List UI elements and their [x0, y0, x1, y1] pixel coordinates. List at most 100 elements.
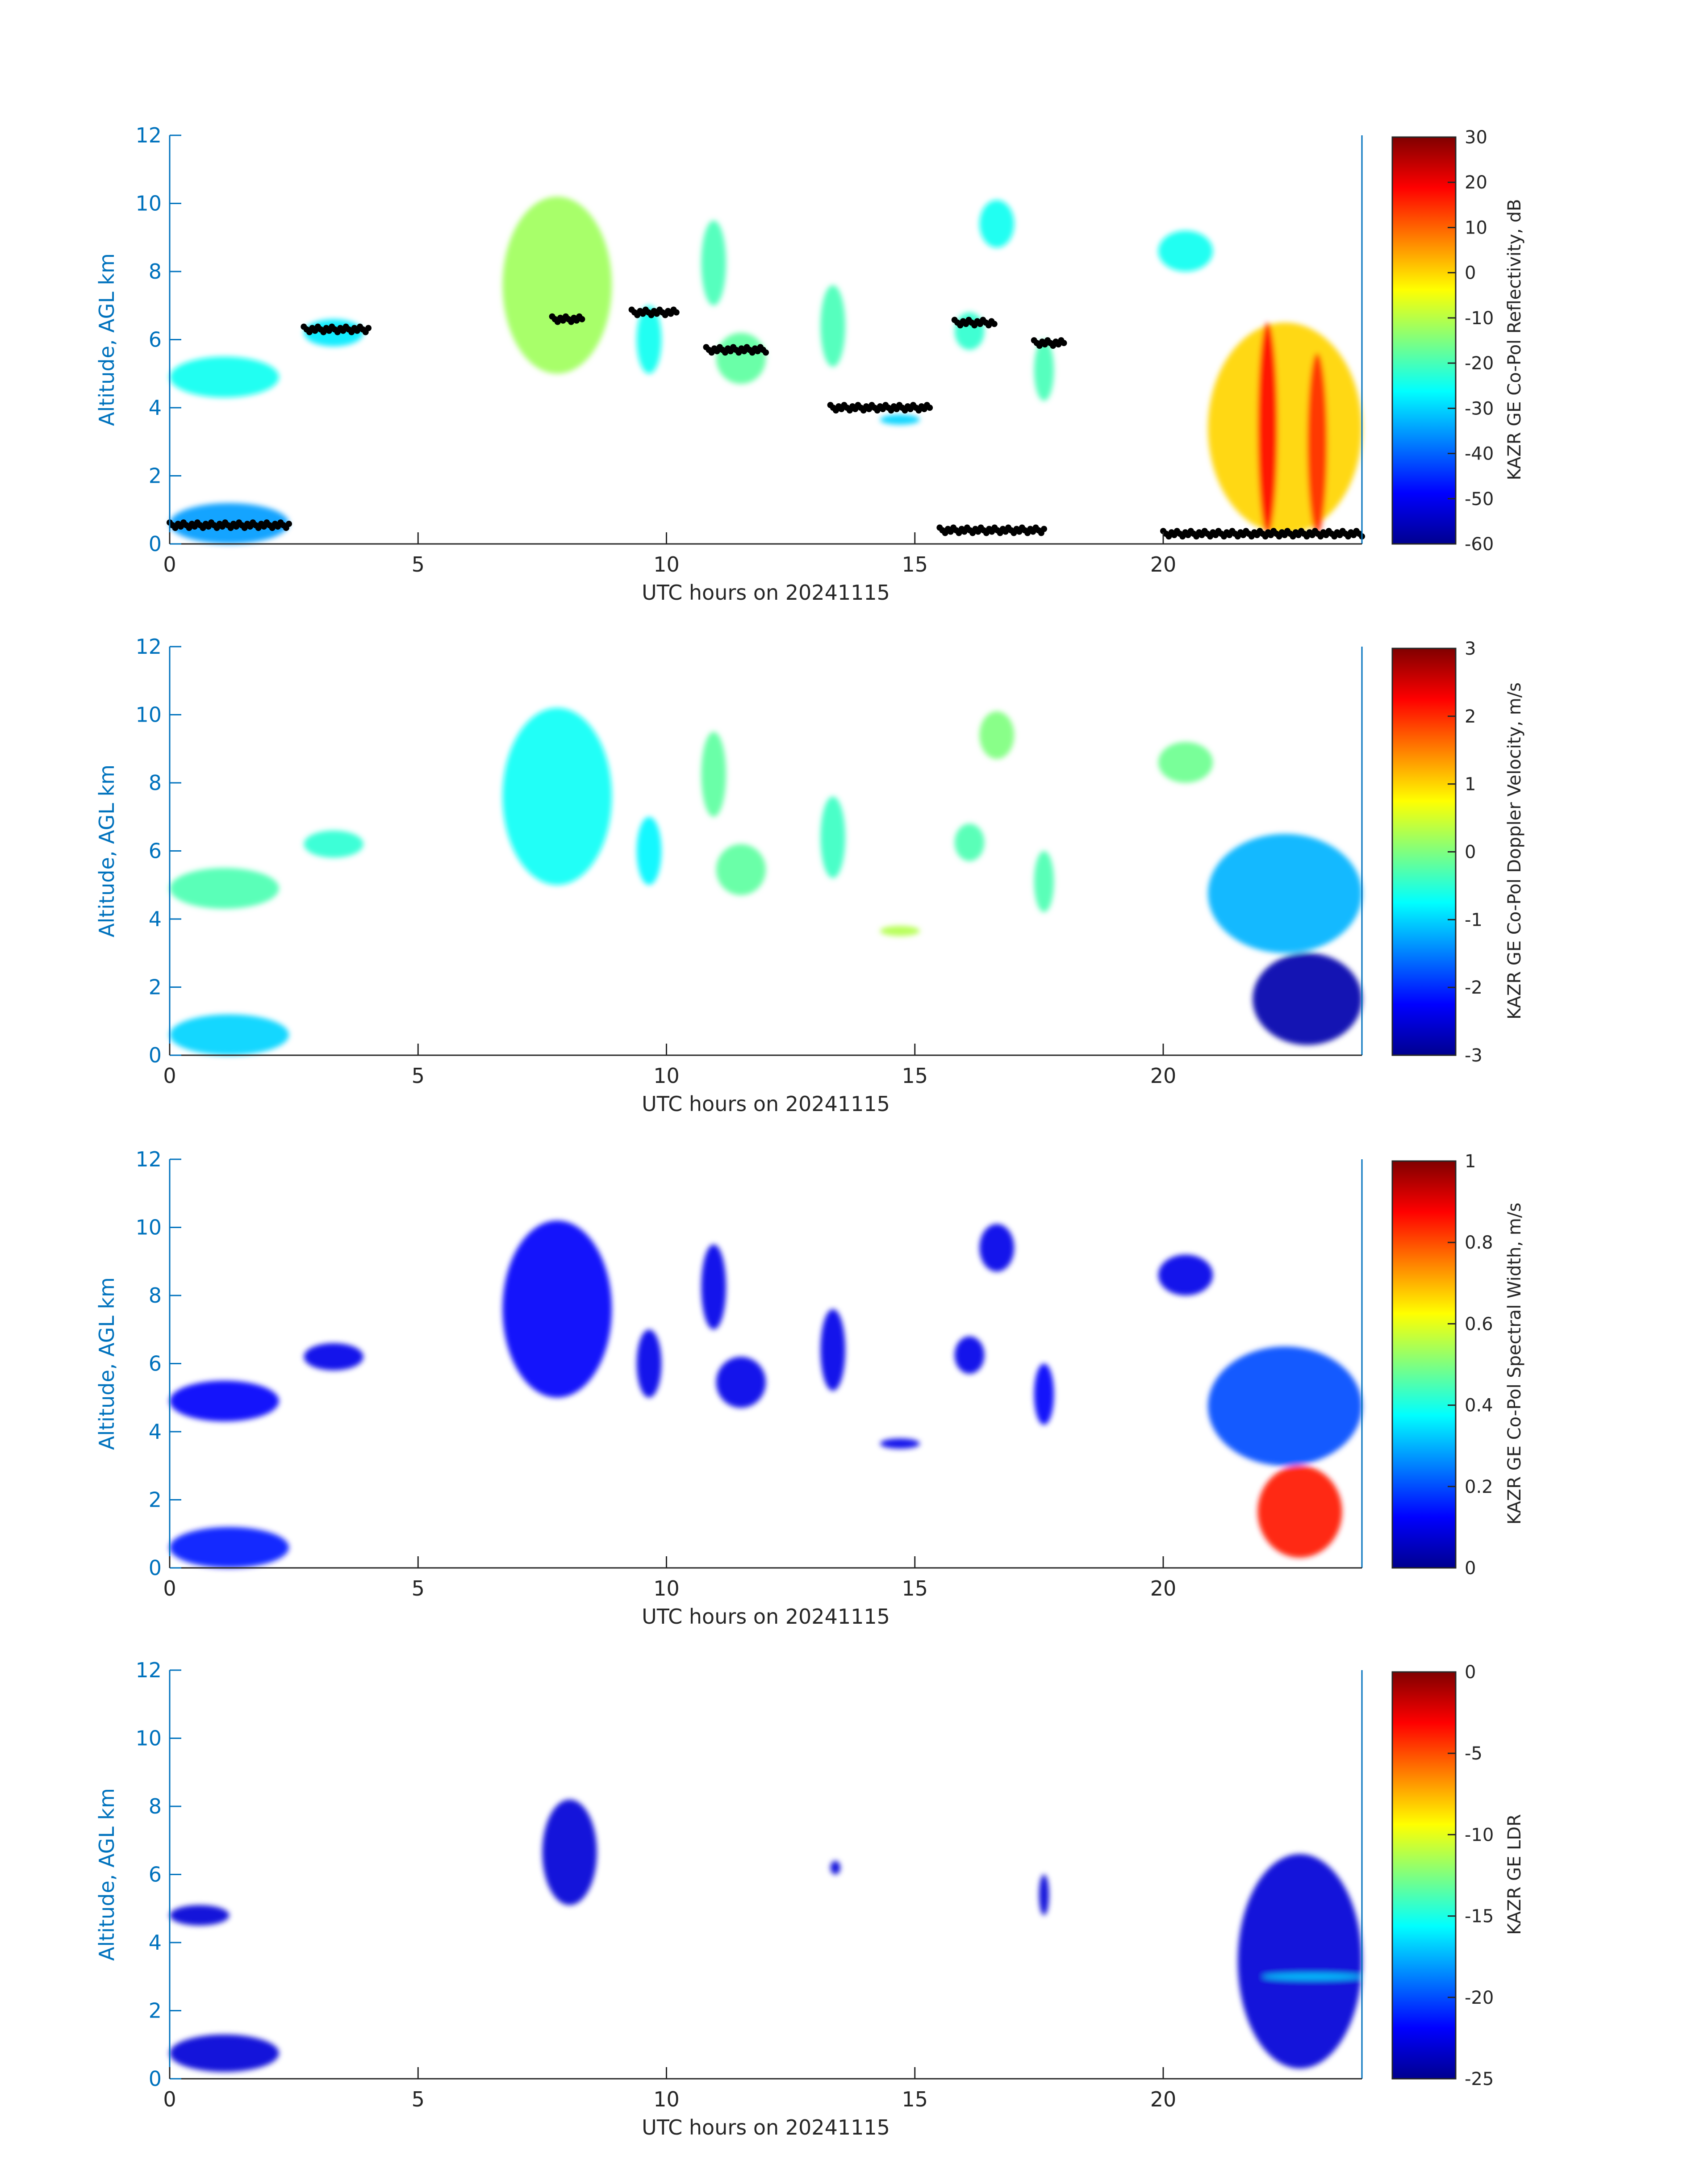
colorbar-tick-label: 2 — [1465, 706, 1476, 727]
reflectivity-axes: 0 2 4 6 8 10 12 0 5 10 15 20 — [135, 123, 1363, 577]
colorbar-tick-label: -25 — [1465, 2069, 1494, 2089]
colorbar-tick-label: 1 — [1465, 1151, 1476, 1172]
colorbar-tick-label: -20 — [1465, 353, 1494, 374]
x-tick-label: 0 — [163, 2087, 176, 2111]
y-tick-label: 8 — [149, 1283, 162, 1308]
heatmap-cell-3 — [636, 1329, 662, 1398]
colorbar-tick-label: -30 — [1465, 398, 1494, 419]
y-tick-label: 4 — [149, 907, 162, 931]
heatmap-cell-4 — [1262, 1973, 1362, 1980]
reflectivity-data — [167, 196, 1365, 544]
x-tick-label: 0 — [163, 552, 176, 577]
colorbar-tick-label: -1 — [1465, 910, 1482, 930]
heatmap-cell-3 — [636, 305, 662, 374]
cloud-base-point-3-16 — [673, 309, 680, 316]
reflectivity-xlabel: UTC hours on 20241115 — [642, 581, 890, 605]
colorbar-tick-label: -15 — [1465, 1906, 1494, 1927]
colorbar-tick-label: 0 — [1465, 1558, 1476, 1579]
y-tick-label: 10 — [135, 1216, 162, 1240]
y-tick-label: 10 — [135, 192, 162, 216]
heatmap-cell-9 — [979, 1224, 1015, 1272]
cloud-base-point-9-38 — [1041, 526, 1047, 532]
heatmap-cell-0 — [170, 1380, 279, 1422]
x-tick-label: 0 — [163, 1576, 176, 1600]
heatmap-cell-14 — [170, 1014, 289, 1055]
heatmap-cell-2 — [1039, 1874, 1049, 1915]
heatmap-cell-4 — [701, 731, 726, 817]
y-tick-label: 8 — [149, 771, 162, 795]
y-tick-label: 6 — [149, 1863, 162, 1887]
colorbar-gradient — [1391, 648, 1457, 1056]
heatmap-cell-12 — [1208, 1346, 1362, 1466]
x-tick-label: 5 — [412, 1064, 425, 1088]
doppler-velocity-xlabel: UTC hours on 20241115 — [642, 1092, 890, 1116]
x-tick-label: 15 — [902, 1576, 928, 1600]
doppler-velocity-data — [170, 708, 1362, 1055]
x-tick-label: 20 — [1150, 552, 1177, 577]
cloud-base-point-0-43 — [286, 521, 292, 527]
heatmap-cell-12 — [1208, 322, 1362, 534]
y-tick-label: 12 — [135, 635, 162, 659]
heatmap-cell-2 — [502, 196, 612, 374]
reflectivity-colorbar-label: KAZR GE Co-Pol Reflectivity, dB — [1504, 199, 1525, 481]
heatmap-cell-13 — [1257, 1466, 1342, 1558]
heatmap-cell-1 — [830, 1861, 840, 1875]
x-tick-label: 15 — [902, 2087, 928, 2111]
heatmap-cell-10 — [1034, 851, 1054, 912]
colorbar-tick-label: -10 — [1465, 308, 1494, 329]
y-tick-label: 6 — [149, 839, 162, 863]
y-tick-label: 2 — [149, 975, 162, 999]
heatmap-cell-10 — [1034, 1363, 1054, 1425]
ldr-axes: 0 2 4 6 8 10 12 0 5 10 15 20 — [135, 1658, 1363, 2111]
heatmap-cell-9 — [979, 200, 1015, 248]
colorbar-gradient — [1391, 1160, 1457, 1569]
y-tick-label: 0 — [149, 2067, 162, 2091]
y-tick-label: 8 — [149, 1794, 162, 1818]
doppler-velocity-ylabel: Altitude, AGL km — [95, 765, 119, 937]
y-tick-label: 4 — [149, 396, 162, 420]
doppler-velocity-colorbar-label: KAZR GE Co-Pol Doppler Velocity, m/s — [1504, 682, 1525, 1020]
colorbar-tick-label: -50 — [1465, 489, 1494, 510]
y-tick-label: 6 — [149, 1352, 162, 1376]
spectral-width-colorbar-label: KAZR GE Co-Pol Spectral Width, m/s — [1504, 1203, 1525, 1525]
colorbar-tick-label: 3 — [1465, 639, 1476, 659]
heatmap-cell-6 — [820, 1309, 845, 1391]
y-tick-label: 6 — [149, 328, 162, 352]
colorbar-tick-label: 0 — [1465, 1662, 1476, 1683]
x-tick-label: 5 — [412, 2087, 425, 2111]
cloud-base-point-5-36 — [927, 405, 933, 411]
heatmap-cell-11 — [1158, 742, 1213, 783]
colorbar-tick-label: 30 — [1465, 127, 1487, 148]
ldr-xlabel: UTC hours on 20241115 — [642, 2115, 890, 2139]
heatmap-cell-6 — [820, 796, 845, 878]
x-tick-label: 10 — [653, 1064, 680, 1088]
y-tick-label: 0 — [149, 1043, 162, 1067]
x-tick-label: 0 — [163, 1064, 176, 1088]
y-tick-label: 12 — [135, 1658, 162, 1682]
spectral-width-data — [170, 1220, 1362, 1568]
colorbar-tick-label: -20 — [1465, 1988, 1494, 2008]
reflectivity-ylabel: Altitude, AGL km — [95, 253, 119, 426]
heatmap-cell-3 — [636, 817, 662, 885]
heatmap-cell-7 — [880, 414, 920, 425]
colorbar-tick-label: 10 — [1465, 217, 1487, 238]
y-tick-label: 4 — [149, 1420, 162, 1444]
heatmap-cell-14 — [1307, 353, 1328, 534]
heatmap-cell-0 — [542, 1799, 597, 1905]
heatmap-cell-1 — [304, 1343, 363, 1371]
colorbar-tick-label: 0.8 — [1465, 1233, 1493, 1253]
heatmap-cell-8 — [954, 1336, 985, 1374]
colorbar-tick-label: -40 — [1465, 444, 1494, 464]
reflectivity-colorbar: 30 20 10 0 -10 -20 -30 -40 -50 -60 — [1391, 127, 1494, 555]
heatmap-cell-5 — [716, 1357, 766, 1408]
colorbar-tick-label: 0.6 — [1465, 1314, 1493, 1334]
x-tick-label: 20 — [1150, 1576, 1177, 1600]
colorbar-tick-label: 1 — [1465, 774, 1476, 795]
x-tick-label: 10 — [653, 2087, 680, 2111]
colorbar-tick-label: -3 — [1465, 1045, 1482, 1066]
heatmap-cell-7 — [880, 1438, 920, 1449]
heatmap-cell-6 — [170, 2034, 279, 2072]
y-tick-label: 4 — [149, 1930, 162, 1955]
